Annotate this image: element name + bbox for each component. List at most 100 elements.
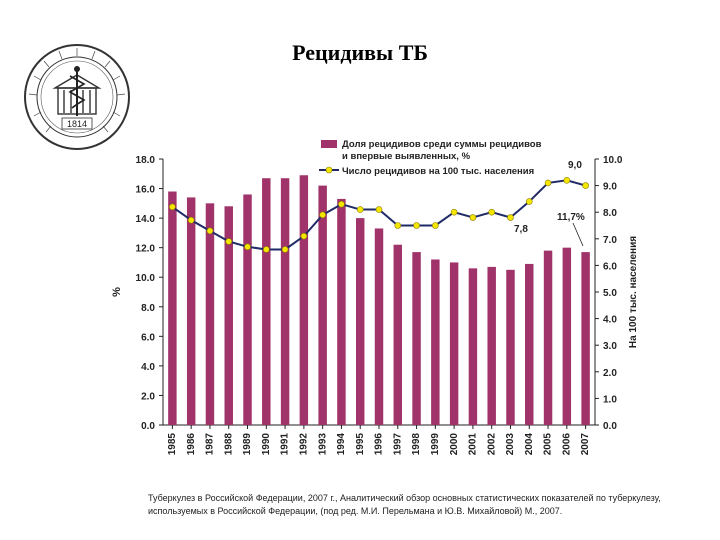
line-point-2002 bbox=[488, 208, 495, 216]
x-tick-label: 2003 bbox=[505, 433, 516, 456]
line-point-1987 bbox=[206, 227, 214, 235]
annotation-7-8: 7,8 bbox=[514, 224, 528, 235]
y-tick-label: 14.0 bbox=[136, 214, 156, 225]
annotation-9-0: 9,0 bbox=[568, 160, 582, 171]
y2-tick-label: 9.0 bbox=[603, 182, 617, 193]
legend-bar-label-1: Доля рецидивов среди суммы рецидивов bbox=[342, 139, 542, 150]
source-citation: Туберкулез в Российской Федерации, 2007 … bbox=[148, 493, 661, 516]
legend-bar-label-2: и впервые выявленных, % bbox=[342, 151, 471, 162]
legend-line-label: Число рецидивов на 100 тыс. населения bbox=[342, 166, 534, 177]
legend-bar-swatch bbox=[321, 140, 337, 148]
line-point-1999 bbox=[432, 222, 439, 229]
y2-tick-label: 2.0 bbox=[603, 368, 617, 379]
y2-tick-label: 10.0 bbox=[603, 155, 623, 166]
y2-tick-label: 0.0 bbox=[603, 421, 617, 432]
bar-1994 bbox=[337, 198, 346, 425]
y-tick-label: 10.0 bbox=[136, 273, 156, 284]
x-tick-label: 1986 bbox=[186, 433, 197, 456]
bar-2002 bbox=[487, 266, 496, 425]
line-point-1997 bbox=[394, 222, 402, 229]
x-tick-label: 1989 bbox=[242, 433, 253, 456]
bar-1991 bbox=[280, 178, 290, 425]
x-tick-label: 1988 bbox=[223, 433, 234, 456]
y2-axis-label: На 100 тыс. населения bbox=[628, 236, 639, 348]
y2-tick-label: 7.0 bbox=[603, 235, 617, 246]
bar-1988 bbox=[224, 206, 233, 425]
annotation-11-7-arrow bbox=[572, 222, 584, 247]
y2-tick-label: 1.0 bbox=[603, 394, 617, 405]
bar-2006 bbox=[562, 247, 572, 425]
x-tick-label: 2006 bbox=[561, 433, 572, 456]
bar-1986 bbox=[186, 197, 196, 425]
legend-line-marker bbox=[325, 166, 333, 174]
bar-2007 bbox=[581, 252, 590, 425]
page-title: Рецидивы ТБ bbox=[292, 40, 428, 65]
x-tick-label: 2007 bbox=[580, 433, 591, 456]
line-point-2004 bbox=[525, 198, 533, 205]
bar-2000 bbox=[449, 262, 459, 425]
bar-2004 bbox=[525, 263, 534, 425]
line-point-2007 bbox=[582, 182, 589, 189]
x-tick-label: 1990 bbox=[261, 433, 272, 456]
bar-1997 bbox=[393, 244, 403, 425]
x-tick-label: 1999 bbox=[430, 433, 441, 456]
y-tick-label: 0.0 bbox=[141, 421, 155, 432]
bar-1987 bbox=[205, 203, 215, 425]
y2-tick-label: 6.0 bbox=[603, 261, 617, 272]
y2-tick-label: 3.0 bbox=[603, 341, 617, 352]
bar-1995 bbox=[355, 218, 365, 425]
bar-2005 bbox=[543, 250, 553, 425]
annotation-11-7: 11,7% bbox=[557, 212, 585, 223]
bar-1989 bbox=[243, 194, 252, 425]
x-tick-label: 2005 bbox=[543, 433, 554, 456]
line-point-1995 bbox=[356, 206, 364, 213]
x-tick-label: 1985 bbox=[167, 433, 178, 456]
line-point-1996 bbox=[375, 206, 383, 213]
logo-year: 1814 bbox=[67, 119, 87, 129]
x-tick-label: 2001 bbox=[468, 433, 479, 456]
x-tick-label: 1993 bbox=[317, 433, 328, 456]
bar-1993 bbox=[318, 185, 327, 425]
x-tick-label: 1998 bbox=[411, 433, 422, 456]
x-tick-label: 2002 bbox=[486, 433, 497, 456]
bar-1985 bbox=[168, 191, 177, 425]
line-point-1986 bbox=[187, 216, 195, 224]
bar-2001 bbox=[468, 268, 478, 425]
line-point-1988 bbox=[225, 238, 233, 245]
bar-1990 bbox=[262, 178, 271, 425]
bar-1992 bbox=[299, 175, 309, 425]
line-point-1994 bbox=[338, 200, 345, 208]
line-point-1985 bbox=[169, 203, 176, 211]
x-tick-label: 1995 bbox=[355, 433, 366, 456]
line-point-1991 bbox=[281, 246, 289, 253]
x-tick-label: 2004 bbox=[524, 433, 535, 456]
y2-tick-label: 8.0 bbox=[603, 208, 617, 219]
x-tick-label: 1996 bbox=[374, 433, 385, 456]
line-point-1998 bbox=[413, 222, 420, 229]
y-tick-label: 12.0 bbox=[136, 244, 156, 255]
line-point-2005 bbox=[544, 179, 552, 187]
line-point-1990 bbox=[263, 246, 270, 253]
y-tick-label: 18.0 bbox=[136, 155, 156, 166]
x-tick-label: 1994 bbox=[336, 433, 347, 456]
y-tick-label: 4.0 bbox=[141, 362, 155, 373]
x-tick-label: 1997 bbox=[392, 433, 403, 456]
y-tick-label: 8.0 bbox=[141, 303, 155, 314]
line-point-2000 bbox=[450, 208, 458, 216]
line-point-1989 bbox=[244, 243, 251, 251]
university-seal-logo: 1814 bbox=[24, 44, 130, 150]
x-tick-label: 1991 bbox=[280, 433, 291, 456]
bar-1999 bbox=[431, 259, 440, 425]
x-tick-label: 2000 bbox=[449, 433, 460, 456]
y2-tick-label: 4.0 bbox=[603, 315, 617, 326]
bar-1996 bbox=[374, 228, 384, 425]
x-tick-label: 1992 bbox=[299, 433, 310, 456]
line-point-2001 bbox=[469, 214, 477, 221]
y-tick-label: 2.0 bbox=[141, 391, 155, 402]
y-tick-label: 6.0 bbox=[141, 332, 155, 343]
line-point-1993 bbox=[319, 211, 326, 219]
x-tick-label: 1987 bbox=[205, 433, 216, 456]
line-point-2006 bbox=[563, 176, 571, 184]
line-point-1992 bbox=[300, 232, 308, 240]
